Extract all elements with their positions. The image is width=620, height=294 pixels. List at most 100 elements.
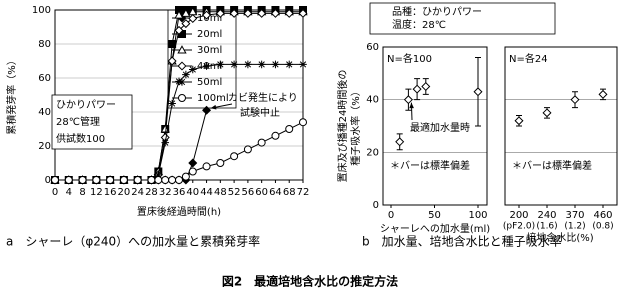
marker: [168, 176, 177, 184]
marker: [216, 159, 225, 167]
marker: [202, 105, 212, 115]
x-axis-label: シャーレへの加水量(ml): [380, 223, 490, 235]
marker: [174, 10, 184, 19]
y-tick-label: 20: [366, 147, 379, 158]
marker: [421, 81, 431, 92]
marker: [570, 95, 580, 105]
marker: [412, 84, 422, 94]
x-tick-label: 20: [118, 187, 131, 198]
marker: [271, 131, 280, 140]
marker: [78, 176, 87, 184]
marker: [257, 60, 266, 69]
x-tick-label: 52: [228, 187, 241, 198]
marker: [175, 77, 183, 86]
note: N=各100: [387, 52, 432, 65]
marker: [147, 176, 156, 184]
x-tick-label: 48: [214, 187, 227, 198]
marker: [299, 118, 307, 127]
x-tick-label: 40: [186, 187, 199, 198]
x-axis-label: 置床後経過時間(h): [137, 205, 221, 218]
marker: [181, 172, 190, 181]
x-tick-label: 240: [537, 210, 556, 221]
y-tick-label: 60: [38, 73, 51, 84]
y-tick-label: 80: [38, 39, 51, 50]
marker: [216, 60, 225, 69]
x-tick-note: (1.6): [536, 222, 557, 232]
x-tick-note: (1.2): [564, 222, 585, 232]
marker: [168, 99, 176, 108]
marker: [473, 87, 483, 97]
annotation: カビ発生により: [228, 91, 298, 104]
marker: [154, 176, 163, 184]
footnote: ＊バーは標準偏差: [512, 159, 592, 172]
x-tick-label: 56: [242, 187, 255, 198]
x-tick-label: 32: [159, 187, 172, 198]
marker: [230, 152, 239, 161]
marker: [178, 94, 186, 102]
x-tick-label: 36: [173, 187, 186, 198]
caption: a シャーレ（φ240）への加水量と累積発芽率: [6, 234, 260, 249]
marker: [395, 137, 405, 147]
info-box: [51, 94, 133, 150]
x-tick-label: 0: [52, 187, 58, 198]
caption: b 加水量、培地含水比と種子吸水率: [362, 234, 562, 249]
info-text: 品種：ひかりパワー: [392, 5, 482, 18]
marker: [285, 125, 294, 133]
marker: [271, 60, 280, 69]
marker: [284, 8, 294, 18]
x-tick-label: 50: [428, 210, 441, 221]
y-axis-label: 種子吸水率（%）: [349, 86, 362, 166]
marker: [174, 25, 184, 35]
marker: [51, 176, 59, 184]
legend-label: 100ml: [197, 93, 229, 104]
x-tick-label: 44: [200, 187, 213, 198]
marker: [298, 8, 308, 18]
x-tick-label: 28: [145, 187, 158, 198]
marker: [244, 60, 252, 69]
marker: [167, 56, 177, 66]
legend-label: 10ml: [197, 13, 222, 24]
marker: [230, 60, 238, 69]
x-tick-note: (0.8): [592, 222, 613, 232]
x-axis-label: 培地含水比(%): [526, 231, 593, 244]
x-tick-label: 200: [509, 210, 528, 221]
marker: [257, 138, 266, 147]
legend-label: 20ml: [197, 29, 222, 40]
marker: [299, 60, 307, 69]
legend-label: 30ml: [197, 45, 222, 56]
info-box: [369, 2, 556, 35]
marker: [542, 108, 552, 118]
footnote: ＊バーは標準偏差: [390, 159, 470, 172]
y-axis-label: 置床及び播種24時間後の: [336, 70, 349, 183]
marker: [161, 138, 170, 147]
info-text: ひかりパワー: [56, 99, 116, 111]
marker: [285, 60, 294, 69]
marker: [106, 176, 115, 184]
x-tick-label: 0: [388, 210, 394, 221]
marker: [215, 8, 225, 18]
marker: [178, 78, 186, 86]
note: N=各24: [509, 52, 548, 65]
y-tick-label: 40: [38, 107, 51, 118]
marker: [403, 95, 413, 105]
marker: [154, 171, 163, 179]
marker: [202, 62, 211, 70]
marker: [177, 45, 187, 54]
x-tick-label: 24: [131, 187, 144, 198]
marker: [598, 89, 608, 99]
y-tick-label: 100: [32, 5, 51, 16]
arrow-head: [409, 102, 414, 109]
x-tick-label: 60: [255, 187, 268, 198]
marker: [188, 65, 197, 74]
x-tick-label: 370: [565, 210, 584, 221]
x-tick-label: 4: [66, 187, 72, 198]
marker: [243, 8, 253, 18]
marker: [175, 176, 183, 184]
y-tick-label: 0: [373, 200, 379, 211]
marker: [161, 176, 170, 184]
plot-frame: [504, 46, 618, 206]
marker: [181, 8, 191, 17]
y-axis-label: 累積発芽率（%）: [5, 55, 18, 135]
